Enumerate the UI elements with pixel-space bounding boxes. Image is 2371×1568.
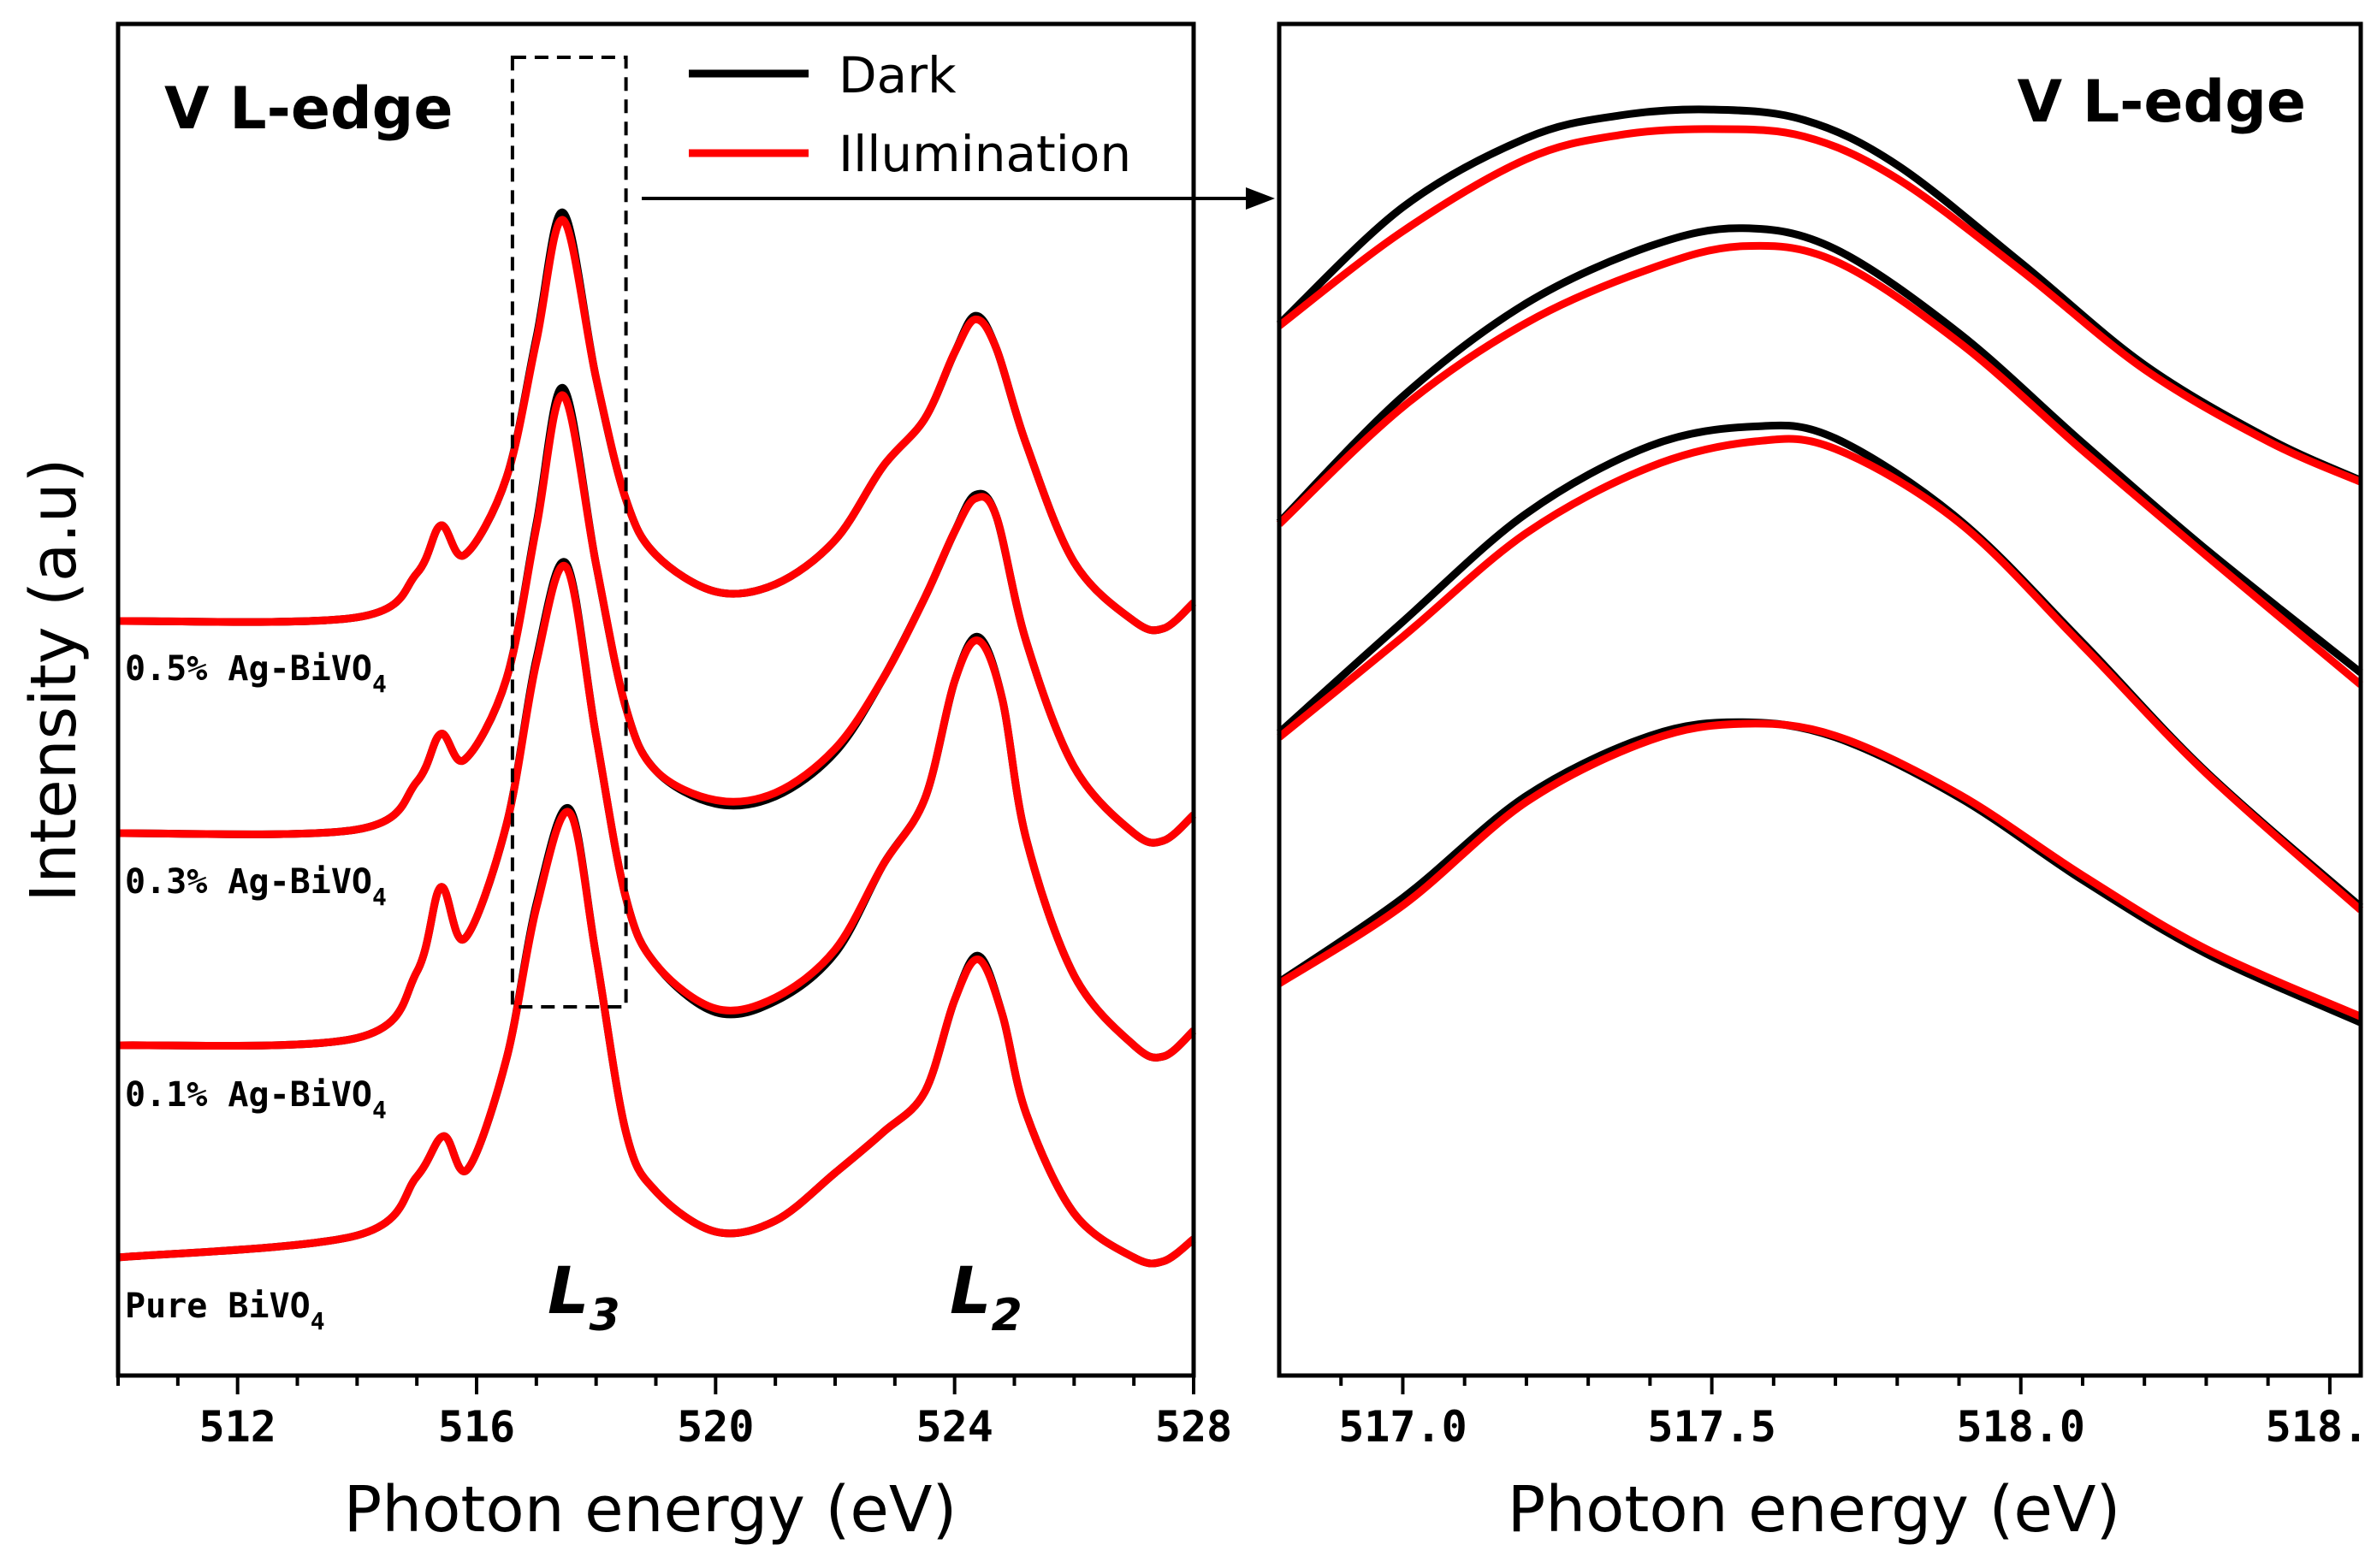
left-tick-label: 524 [916, 1402, 993, 1452]
left-y-axis-label: Intensity (a.u) [17, 458, 91, 902]
left-tick-label: 516 [438, 1402, 515, 1452]
zoom-arrow-head [1246, 187, 1275, 210]
right-x-axis-label: Photon energy (eV) [1508, 1473, 2121, 1547]
right-curve-0-3-ag-bivo4-dark [1276, 224, 2363, 676]
peak-label-L2: L2 [950, 1252, 1022, 1341]
left-tick-label: 512 [199, 1402, 276, 1452]
right-curve-0-1-ag-bivo4-dark [1276, 421, 2363, 910]
left-curve-0-1-ag-bivo4-illumination [117, 561, 1197, 1062]
left-panel: 512 516 520 524 528 V L-edge Dark Illuminati… [17, 21, 1275, 1547]
sample-label-0.1: 0.1% Ag-BiVO4 [125, 1075, 387, 1124]
sample-label-0.3: 0.3% Ag-BiVO4 [125, 862, 387, 911]
left-curve-0-5-ag-bivo4-dark [117, 209, 1197, 635]
right-tick-label: 517.5 [1647, 1402, 1776, 1452]
left-plot-frame [116, 21, 1196, 1378]
left-curve-0-5-ag-bivo4-illumination [117, 216, 1197, 635]
left-curve-0-1-ag-bivo4-dark [117, 558, 1197, 1062]
left-curves [117, 209, 1197, 1268]
right-curve-0-1-ag-bivo4-illumination [1277, 435, 2363, 914]
peak-label-L3: L3 [548, 1252, 620, 1341]
right-panel-title: V L-edge [2018, 68, 2306, 136]
sample-label-pure: Pure BiVO4 [125, 1287, 325, 1335]
left-x-axis-label: Photon energy (eV) [344, 1473, 957, 1547]
right-curve-0-5-ag-bivo4-dark [1276, 105, 2362, 484]
left-tick-label: 520 [677, 1402, 754, 1452]
right-x-ticks: 517.0 517.5 518.0 518.5 [1338, 1376, 2371, 1452]
right-curve-0-5-ag-bivo4-illumination [1277, 125, 2362, 486]
right-plot-frame [1277, 21, 2363, 1378]
right-tick-label: 518.0 [1956, 1402, 2085, 1452]
left-curve-pure-bivo4-illumination [117, 808, 1196, 1268]
left-tick-label: 528 [1155, 1402, 1232, 1452]
right-curve-pure-bivo4-illumination [1277, 719, 2362, 1021]
right-panel: 517.0 517.5 518.0 518.5 V L-edge Photon ene… [1276, 21, 2371, 1547]
sample-label-0.5: 0.5% Ag-BiVO4 [125, 649, 387, 698]
right-curves [1276, 105, 2363, 1027]
legend-dark-label: Dark [839, 46, 957, 104]
right-tick-label: 518.5 [2266, 1402, 2371, 1452]
left-panel-title: V L-edge [164, 75, 453, 143]
left-x-ticks: 512 516 520 524 528 [116, 1376, 1232, 1452]
zoom-box [510, 56, 628, 1009]
right-curve-0-3-ag-bivo4-illumination [1276, 241, 2363, 688]
legend-illumination-label: Illumination [839, 125, 1131, 183]
right-tick-label: 517.0 [1338, 1402, 1467, 1452]
left-curve-0-3-ag-bivo4-illumination [117, 391, 1197, 847]
